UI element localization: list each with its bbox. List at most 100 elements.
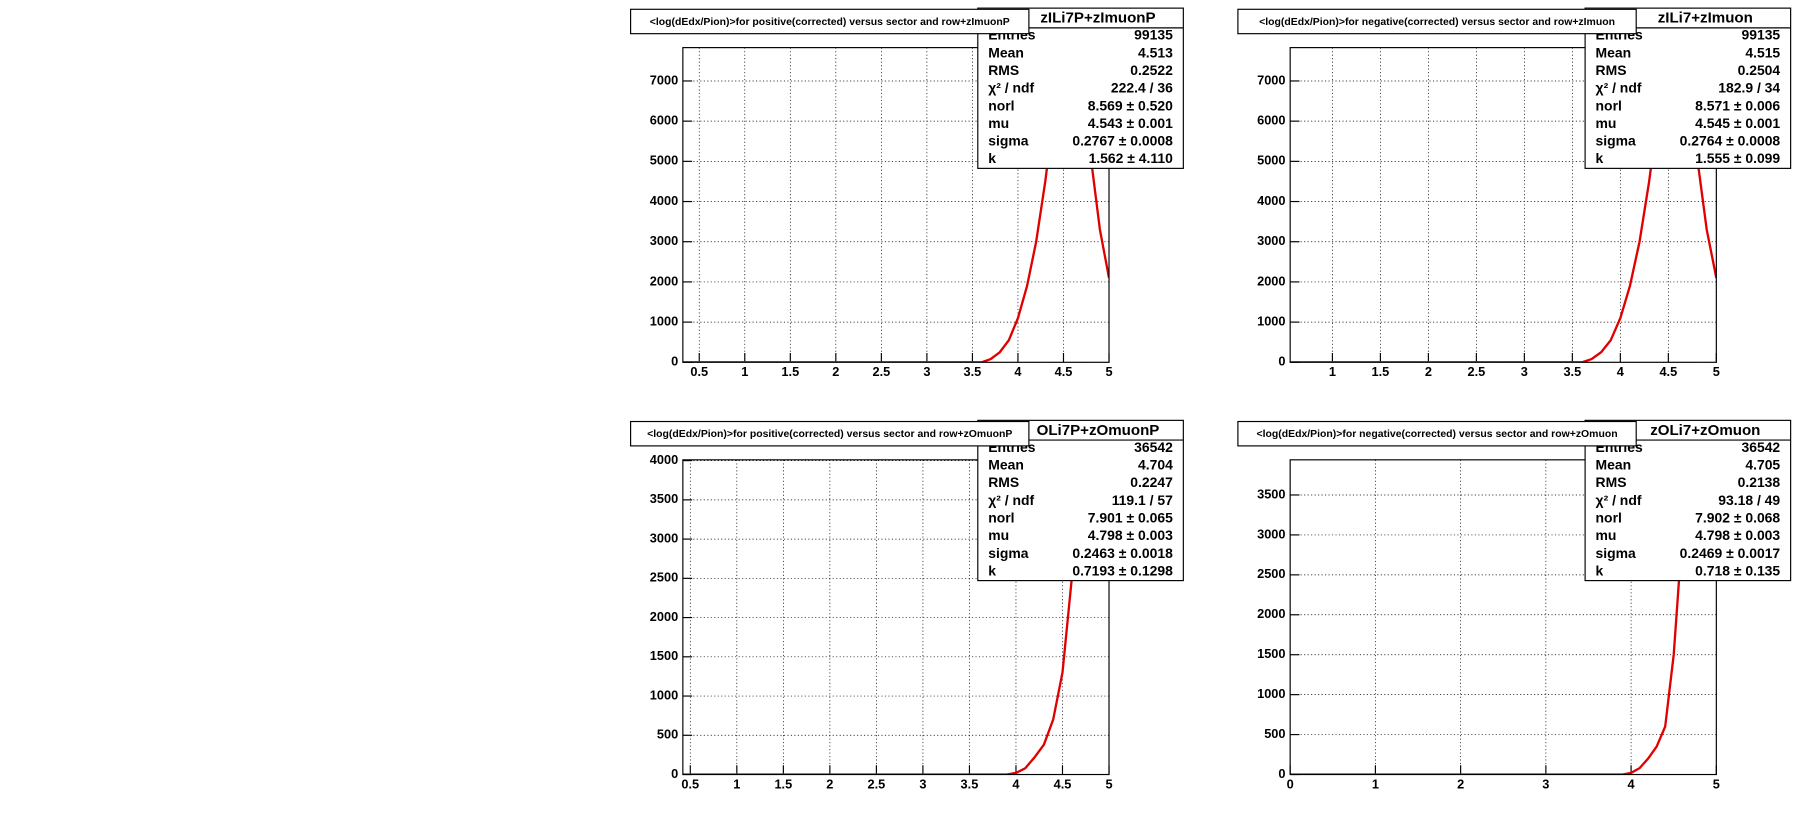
- stats-value: 4.798 ± 0.003: [1695, 527, 1780, 543]
- stats-value: 4.513: [1138, 44, 1173, 60]
- stats-label: χ² / ndf: [1596, 492, 1642, 508]
- x-tick-label: 4.5: [1659, 364, 1677, 379]
- y-tick-label: 6000: [1257, 113, 1285, 128]
- stats-value: 0.2504: [1738, 62, 1781, 78]
- stats-value: 0.2764 ± 0.0008: [1680, 133, 1781, 149]
- x-tick-label: 3: [923, 364, 930, 379]
- y-tick-label: 2500: [1257, 566, 1285, 581]
- stats-box: [977, 7, 1184, 169]
- stats-box: [1584, 419, 1792, 582]
- y-tick-label: 2000: [650, 609, 678, 624]
- stats-label: norl: [988, 97, 1014, 113]
- stats-value: 0.2138: [1738, 474, 1781, 490]
- y-tick-label: 2000: [1257, 273, 1285, 288]
- x-tick-label: 1.5: [781, 364, 799, 379]
- x-tick-label: 3: [919, 776, 926, 791]
- stats-label: χ² / ndf: [1596, 80, 1642, 96]
- y-tick-label: 2500: [650, 570, 678, 585]
- stats-value: 8.571 ± 0.006: [1695, 97, 1780, 113]
- stats-value: 222.4 / 36: [1111, 80, 1173, 96]
- stats-label: norl: [1596, 510, 1622, 526]
- x-tick-label: 4: [1628, 776, 1636, 791]
- x-tick-label: 5: [1105, 776, 1112, 791]
- y-tick-label: 1000: [1257, 313, 1285, 328]
- stats-value: 0.718 ± 0.135: [1695, 562, 1780, 578]
- stats-label: norl: [1596, 97, 1622, 113]
- title-box: [630, 8, 1030, 35]
- stats-value: 8.569 ± 0.520: [1088, 97, 1173, 113]
- stats-value: 0.7193 ± 0.1298: [1072, 562, 1173, 578]
- y-tick-label: 3000: [1257, 233, 1285, 248]
- y-tick-label: 2000: [1257, 606, 1285, 621]
- stats-title: zILi7P+zImuonP: [1040, 10, 1155, 27]
- frame: [682, 47, 1110, 363]
- x-tick-label: 1.5: [774, 776, 792, 791]
- stats-title: zILi7+zImuon: [1658, 10, 1753, 27]
- x-tick-label: 1: [741, 364, 748, 379]
- stats-label: mu: [988, 527, 1009, 543]
- y-tick-label: 0: [1278, 766, 1285, 781]
- x-tick-label: 2: [826, 776, 833, 791]
- stats-title: zOLi7+zOmuon: [1650, 422, 1760, 439]
- stats-value: 36542: [1134, 439, 1173, 455]
- x-tick-label: 1: [733, 776, 740, 791]
- stats-value: 4.545 ± 0.001: [1695, 115, 1780, 131]
- frame: [1289, 459, 1717, 776]
- y-tick-label: 1000: [1257, 686, 1285, 701]
- chart-title: <log(dEdx/Pion)>for positive(corrected) …: [650, 17, 1010, 28]
- stats-label: k: [1596, 150, 1604, 166]
- y-tick-label: 3500: [650, 491, 678, 506]
- stats-value: 0.2247: [1130, 474, 1173, 490]
- stats-value: 4.705: [1745, 457, 1780, 473]
- y-tick-label: 0: [1278, 354, 1285, 369]
- stats-label: χ² / ndf: [988, 492, 1034, 508]
- stats-label: sigma: [988, 133, 1028, 149]
- x-tick-label: 2.5: [872, 364, 890, 379]
- x-tick-label: 5: [1105, 364, 1112, 379]
- stats-label: sigma: [1596, 133, 1636, 149]
- x-tick-label: 3: [1521, 364, 1528, 379]
- y-tick-label: 7000: [650, 72, 678, 87]
- x-tick-label: 2.5: [1467, 364, 1485, 379]
- x-tick-label: 1: [1372, 776, 1379, 791]
- stats-title: OLi7P+zOmuonP: [1037, 422, 1160, 439]
- title-box: [630, 420, 1030, 447]
- x-tick-label: 0.5: [681, 776, 699, 791]
- x-tick-label: 3.5: [1563, 364, 1581, 379]
- stats-label: mu: [1596, 527, 1617, 543]
- stats-label: norl: [988, 510, 1014, 526]
- frame: [682, 459, 1110, 776]
- stats-label: mu: [1596, 115, 1617, 131]
- stats-label: Mean: [988, 457, 1024, 473]
- stats-label: Mean: [988, 44, 1024, 60]
- y-tick-label: 3000: [650, 530, 678, 545]
- stats-value: 4.515: [1745, 44, 1780, 60]
- stats-label: k: [988, 562, 996, 578]
- stats-label: RMS: [1596, 474, 1627, 490]
- stats-label: Mean: [1596, 457, 1632, 473]
- y-tick-label: 1000: [650, 687, 678, 702]
- stats-value: 1.555 ± 0.099: [1695, 150, 1780, 166]
- y-tick-label: 4000: [650, 452, 678, 467]
- chart-title: <log(dEdx/Pion)>for positive(corrected) …: [647, 429, 1012, 440]
- stats-label: Mean: [1596, 44, 1632, 60]
- stats-value: 0.2522: [1130, 62, 1173, 78]
- y-tick-label: 500: [657, 727, 678, 742]
- x-tick-label: 1: [1329, 364, 1336, 379]
- stats-label: mu: [988, 115, 1009, 131]
- stats-value: 119.1 / 57: [1112, 492, 1173, 508]
- stats-value: 93.18 / 49: [1718, 492, 1780, 508]
- stats-label: RMS: [1596, 62, 1627, 78]
- plot-area: [1290, 459, 1691, 775]
- x-tick-label: 2: [1457, 776, 1464, 791]
- stats-label: χ² / ndf: [988, 80, 1034, 96]
- x-tick-label: 3.5: [961, 776, 979, 791]
- stats-value: 0.2463 ± 0.0018: [1072, 545, 1173, 561]
- stats-value: 99135: [1741, 27, 1780, 43]
- x-tick-label: 2: [832, 364, 839, 379]
- y-tick-label: 0: [671, 354, 678, 369]
- stats-value: 99135: [1134, 27, 1173, 43]
- x-tick-label: 4.5: [1054, 776, 1072, 791]
- frame: [1289, 47, 1717, 363]
